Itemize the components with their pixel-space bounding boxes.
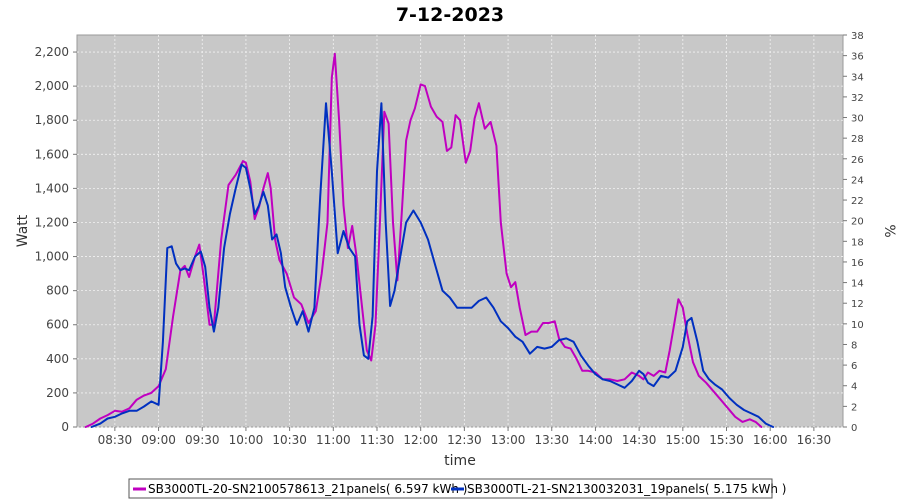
- y2-axis-label: %: [881, 224, 897, 237]
- y2-tick-label: 16: [851, 258, 864, 269]
- y2-tick-label: 2: [851, 402, 857, 413]
- x-tick-label: 09:30: [185, 433, 220, 447]
- y2-tick-label: 24: [851, 175, 864, 186]
- y2-tick-label: 10: [851, 320, 864, 331]
- y-tick-label: 2,000: [35, 79, 69, 93]
- x-tick-label: 10:30: [272, 433, 307, 447]
- series-line-2: [90, 102, 775, 428]
- x-tick-label: 11:30: [360, 433, 395, 447]
- y-tick-label: 0: [61, 420, 69, 434]
- y2-tick-label: 36: [851, 52, 864, 63]
- y-tick-label: 1,800: [35, 113, 69, 127]
- x-axis-label: time: [444, 453, 476, 469]
- y-tick-label: 1,000: [35, 250, 69, 264]
- y2-tick-label: 30: [851, 114, 864, 125]
- y2-tick-label: 6: [851, 361, 857, 372]
- y2-tick-label: 8: [851, 340, 857, 351]
- y2-tick-label: 14: [851, 279, 864, 290]
- y2-tick-label: 20: [851, 217, 864, 228]
- x-tick-label: 14:30: [622, 433, 657, 447]
- y2-tick-label: 26: [851, 155, 864, 166]
- x-tick-label: 13:00: [491, 433, 526, 447]
- plot-background: [76, 34, 844, 428]
- y2-tick-label: 34: [851, 72, 864, 83]
- y-tick-label: 400: [46, 352, 69, 366]
- y-tick-label: 200: [46, 386, 69, 400]
- legend-box: [128, 478, 773, 499]
- y2-tick-label: 22: [851, 196, 864, 207]
- x-tick-label: 13:30: [534, 433, 569, 447]
- chart-title: 7-12-2023: [396, 4, 504, 26]
- legend-label-1: SB3000TL-20-SN2100578613_21panels( 6.597…: [148, 482, 467, 496]
- x-tick-label: 08:30: [98, 433, 133, 447]
- x-tick-label: 15:30: [709, 433, 744, 447]
- x-tick-label: 16:30: [797, 433, 832, 447]
- y-tick-label: 2,200: [35, 45, 69, 59]
- y-axis-label: Watt: [15, 214, 31, 247]
- y-tick-label: 800: [46, 284, 69, 298]
- y2-tick-label: 38: [851, 31, 864, 42]
- y-tick-label: 1,400: [35, 181, 69, 195]
- left-y-axis: 0 200 400 600 800 1,000 1,200 1,400 1,600 1,800 2,…: [35, 45, 77, 434]
- y-tick-label: 1,600: [35, 147, 69, 161]
- y-tick-label: 600: [46, 318, 69, 332]
- grid: [77, 35, 843, 428]
- x-tick-label: 11:00: [316, 433, 351, 447]
- x-tick-label: 12:30: [447, 433, 482, 447]
- legend: SB3000TL-20-SN2100578613_21panels( 6.597…: [128, 478, 786, 499]
- x-tick-label: 14:00: [578, 433, 613, 447]
- y2-tick-label: 32: [851, 93, 864, 104]
- series-line-1: [84, 52, 763, 428]
- x-tick-label: 10:00: [229, 433, 264, 447]
- y-tick-label: 1,200: [35, 215, 69, 229]
- y2-tick-label: 0: [851, 423, 857, 434]
- x-tick-label: 16:00: [753, 433, 788, 447]
- y2-tick-label: 18: [851, 237, 864, 248]
- y2-tick-label: 28: [851, 134, 864, 145]
- y2-tick-label: 12: [851, 299, 864, 310]
- legend-label-2: SB3000TL-21-SN2130032031_19panels( 5.175…: [467, 482, 786, 496]
- y2-tick-label: 4: [851, 382, 857, 393]
- x-axis: 08:30 09:00 09:30 10:00 10:30 11:00 11:30 12:00…: [98, 427, 832, 447]
- x-tick-label: 12:00: [403, 433, 438, 447]
- series-group: [84, 52, 775, 428]
- x-tick-label: 15:00: [666, 433, 701, 447]
- x-tick-label: 09:00: [141, 433, 176, 447]
